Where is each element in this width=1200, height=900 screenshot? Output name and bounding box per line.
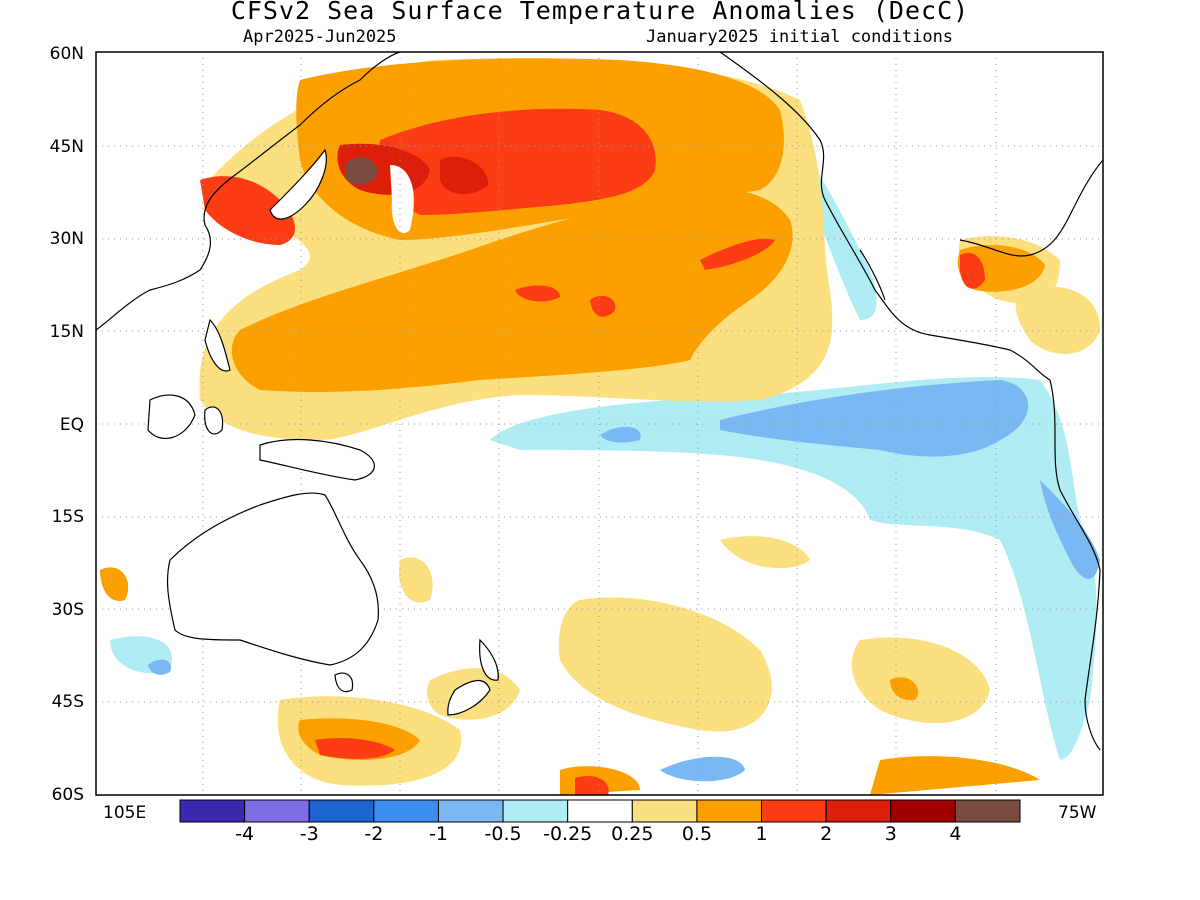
lat-label: 30N [49,229,84,249]
sulawesi-outline [204,406,224,435]
s-pacific-yellow-e [399,557,433,603]
sw-cold-patch [148,659,171,675]
colorbar-swatch [825,799,892,823]
new-zealand-north [479,638,499,681]
kuroshio-max [345,156,378,185]
japan-red [200,176,295,245]
colorbar [179,799,1021,823]
colorbar-swatch [179,799,246,823]
s-red [575,775,609,795]
north-america-east [959,159,1103,257]
atlantic-yellow [1015,286,1100,354]
colorbar-swatch [890,799,956,823]
colorbar-swatch [308,799,375,823]
anomaly-field [100,58,1100,795]
lat-label: 60N [49,44,84,64]
colorbar-swatch [761,799,827,823]
tasman-red [315,738,395,759]
colorbar-swatch [696,799,763,823]
lat-label: 30S [51,600,84,620]
americas-coast [719,52,1101,751]
s-cold-patch [660,756,745,782]
colorbar-swatch [502,799,569,823]
plot-frame [95,51,1104,796]
colorbar-tick-label: -3 [299,823,319,845]
peru-coast-cold [1040,480,1100,579]
colorbar-tick-label: -1 [428,823,448,845]
colorbar-swatch [567,799,633,823]
lat-label: 45S [51,692,84,712]
colorbar-tick-label: -0.25 [543,823,593,845]
colorbar-swatch [954,799,1021,823]
n-pacific-orange [231,188,793,392]
kuroshio-cold-hole [390,165,414,234]
cold-tongue-outer [490,377,1097,760]
lat-label: 15N [49,322,84,342]
map-title: CFSv2 Sea Surface Temperature Anomalies … [230,0,970,25]
colorbar-tick-label: -2 [364,823,384,845]
n-pacific-darkred [440,156,489,195]
colorbar-tick-label: -4 [235,823,255,845]
red-dot-b [590,295,616,317]
colorbar-tick-label: 0.5 [681,823,713,845]
red-dot-a [515,285,560,302]
colorbar-tick-label: 0.25 [611,823,654,845]
asia-coast [96,52,401,331]
colorbar-swatch [373,799,439,823]
s-pacific-yellow-a [558,597,772,732]
lon-label-left: 105E [103,803,147,823]
colorbar-swatch [631,799,698,823]
japan-outline [269,148,327,220]
cold-patch-west [600,426,641,443]
gulf-red [960,252,985,289]
s-pacific-yellow-b [851,637,990,724]
cold-tongue-core [720,380,1029,457]
colorbar-tick-label: -0.5 [484,823,522,845]
new-guinea-outline [259,438,375,481]
lat-label: 60S [51,785,84,805]
s-pacific-orange-d [870,756,1040,795]
initial-conditions: January2025 initial conditions [646,27,954,47]
s-pacific-yellow-d [720,536,810,569]
forecast-period: Apr2025-Jun2025 [243,27,397,47]
colorbar-tick-label: 3 [884,823,897,845]
borneo-outline [147,394,196,439]
coastlines [96,52,1103,751]
lat-label: 45N [49,137,84,157]
philippines-outline [204,318,231,372]
colorbar-swatch [244,799,310,823]
new-zealand-south [447,680,491,716]
lon-label-right: 75W [1058,803,1097,823]
colorbar-tick-label: 2 [820,823,833,845]
colorbar-tick-label: 1 [755,823,768,845]
tasmania-outline [334,672,354,693]
australia-outline [166,492,380,666]
s-pacific-orange-c [890,677,919,701]
baja-coast [859,249,886,301]
lat-label: EQ [59,415,84,435]
colorbar-swatch [437,799,504,823]
red-streak [700,238,775,270]
lat-label: 15S [51,507,84,527]
sw-orange [100,567,129,601]
calif-cold-strip [810,160,877,320]
colorbar-tick-label: 4 [949,823,962,845]
